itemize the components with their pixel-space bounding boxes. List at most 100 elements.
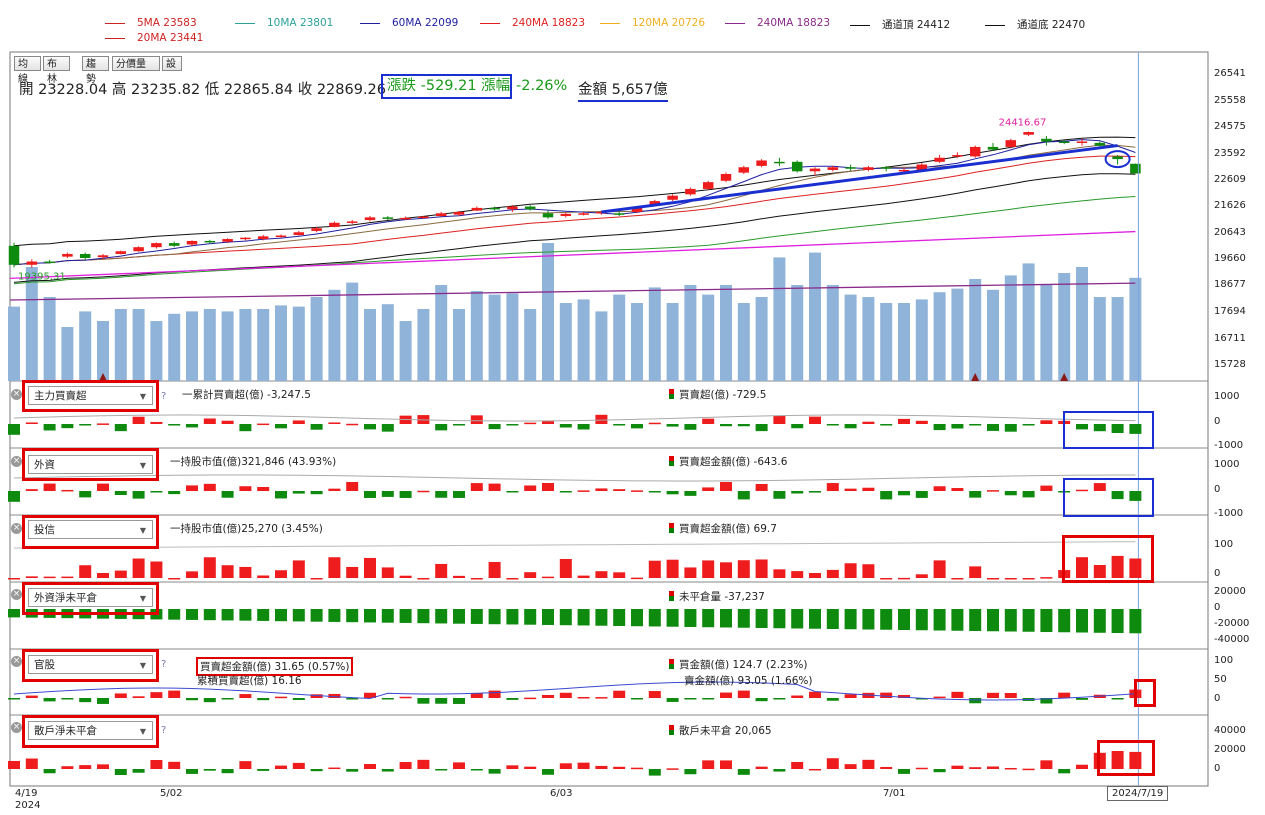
foreign-bar <box>1076 489 1088 492</box>
foreign-bar <box>381 491 394 497</box>
volume-bar <box>150 321 163 381</box>
gov-bar <box>114 693 127 698</box>
retail-oi-bar <box>203 769 216 771</box>
annotation-box <box>1097 740 1155 776</box>
trust-bar <box>1076 557 1088 578</box>
foreign-oi-bar <box>417 609 430 624</box>
highlight-box <box>22 649 159 682</box>
trust-bar <box>1093 564 1106 578</box>
trust-bar <box>346 566 359 578</box>
retail-oi-bar <box>221 769 234 774</box>
trust-bar <box>132 558 145 578</box>
gov-bar <box>186 698 198 701</box>
help-icon[interactable]: ? <box>161 659 167 670</box>
trust-bar <box>221 565 234 578</box>
gov-bar <box>737 690 750 698</box>
trust-bar <box>1129 558 1142 578</box>
foreign-oi-bar <box>880 609 893 630</box>
tab-settings[interactable]: 設 <box>162 56 182 71</box>
y-tick: -1000 <box>1214 440 1244 451</box>
indicator-select-main[interactable]: 主力買賣超 ▼ <box>28 386 153 405</box>
close-icon[interactable]: × <box>11 722 22 733</box>
candle-body <box>293 232 305 235</box>
retail-oi-bar <box>61 766 74 769</box>
retail-oi-bar <box>809 768 821 771</box>
indicator-select-foreign-oi[interactable]: 外資淨未平倉 ▼ <box>28 588 153 607</box>
candle-body <box>916 164 928 170</box>
close-icon[interactable]: × <box>11 589 22 600</box>
channel-bottom-line <box>13 173 1136 283</box>
highlight-box <box>22 715 159 748</box>
foreign-oi-bar <box>809 609 821 629</box>
candle-body <box>471 207 483 211</box>
close-icon[interactable]: × <box>11 523 22 534</box>
trust-bar <box>97 573 109 578</box>
volume-bar <box>933 292 946 381</box>
gov-bar <box>666 698 679 702</box>
indicator-select-retail-oi[interactable]: 散戶淨未平倉 ▼ <box>28 721 153 740</box>
foreign-bar <box>1129 491 1142 501</box>
close-icon[interactable]: × <box>11 389 22 400</box>
close-icon[interactable]: × <box>11 456 22 467</box>
indicator-select-foreign[interactable]: 外資 ▼ <box>28 455 153 474</box>
close-icon[interactable]: × <box>11 656 22 667</box>
volume-bar <box>987 289 999 381</box>
main-force-bar <box>203 418 216 424</box>
candle-body <box>311 228 322 231</box>
y-tick: 24575 <box>1214 121 1246 132</box>
volume-bar <box>844 294 857 381</box>
main-force-bar <box>132 416 145 424</box>
gov-bar <box>364 692 376 698</box>
main-force-bar <box>559 424 572 428</box>
candle-body <box>1005 140 1017 147</box>
tab-trend[interactable]: 趨勢 <box>82 56 109 85</box>
y-tick: 26541 <box>1214 68 1246 79</box>
retail-oi-bar <box>791 761 804 769</box>
trust-bar <box>791 571 804 578</box>
candle-body <box>507 206 518 210</box>
tab-bollinger[interactable]: 布林 <box>43 56 70 85</box>
help-icon[interactable]: ? <box>161 725 167 736</box>
tab-volume-profile[interactable]: 分價量 <box>112 56 160 71</box>
trust-bar <box>470 578 483 580</box>
trust-bar <box>755 559 768 578</box>
foreign-bar <box>773 491 786 499</box>
indicator-select-gov[interactable]: 官股 ▼ <box>28 655 153 674</box>
ma120-line <box>9 230 1136 279</box>
candle-body <box>1058 141 1070 143</box>
candle-body <box>1076 141 1088 143</box>
indicator-select-trust[interactable]: 投信 ▼ <box>28 520 153 539</box>
legend-label: 通道底 22470 <box>1017 19 1086 31</box>
trust-bar <box>186 571 198 578</box>
foreign-oi-bar <box>898 609 910 630</box>
main-force-bar <box>328 422 341 424</box>
foreign-bar <box>720 482 732 491</box>
candle-body <box>827 167 839 170</box>
foreign-bar <box>969 491 982 498</box>
trust-bar <box>1022 578 1035 580</box>
main-force-bar <box>577 424 590 430</box>
foreign-bar <box>488 483 501 491</box>
y-tick: -1000 <box>1214 508 1244 519</box>
legend-label: 240MA 18823 <box>757 17 831 29</box>
volume-bar <box>203 309 216 381</box>
trust-bar <box>8 578 20 580</box>
main-force-bar <box>79 424 92 426</box>
foreign-oi-bar <box>826 609 839 629</box>
main-force-bar <box>898 418 910 424</box>
y-tick: -40000 <box>1214 634 1250 645</box>
ma240-line <box>9 282 1136 301</box>
candle-body <box>649 201 661 206</box>
retail-oi-bar <box>470 769 483 771</box>
volume-bar <box>773 257 786 381</box>
foreign-bar <box>203 483 216 491</box>
foreign-oi-bar <box>381 609 394 623</box>
legend-swatch <box>600 22 620 24</box>
foreign-bar <box>292 491 305 494</box>
foreign-oi-bar <box>453 609 465 624</box>
help-icon[interactable]: ? <box>161 391 167 402</box>
tab-ma[interactable]: 均線 <box>14 56 41 85</box>
retail-oi-bar <box>737 769 750 775</box>
retail-oi-bar <box>346 769 359 772</box>
cumulative-line <box>13 414 1136 422</box>
